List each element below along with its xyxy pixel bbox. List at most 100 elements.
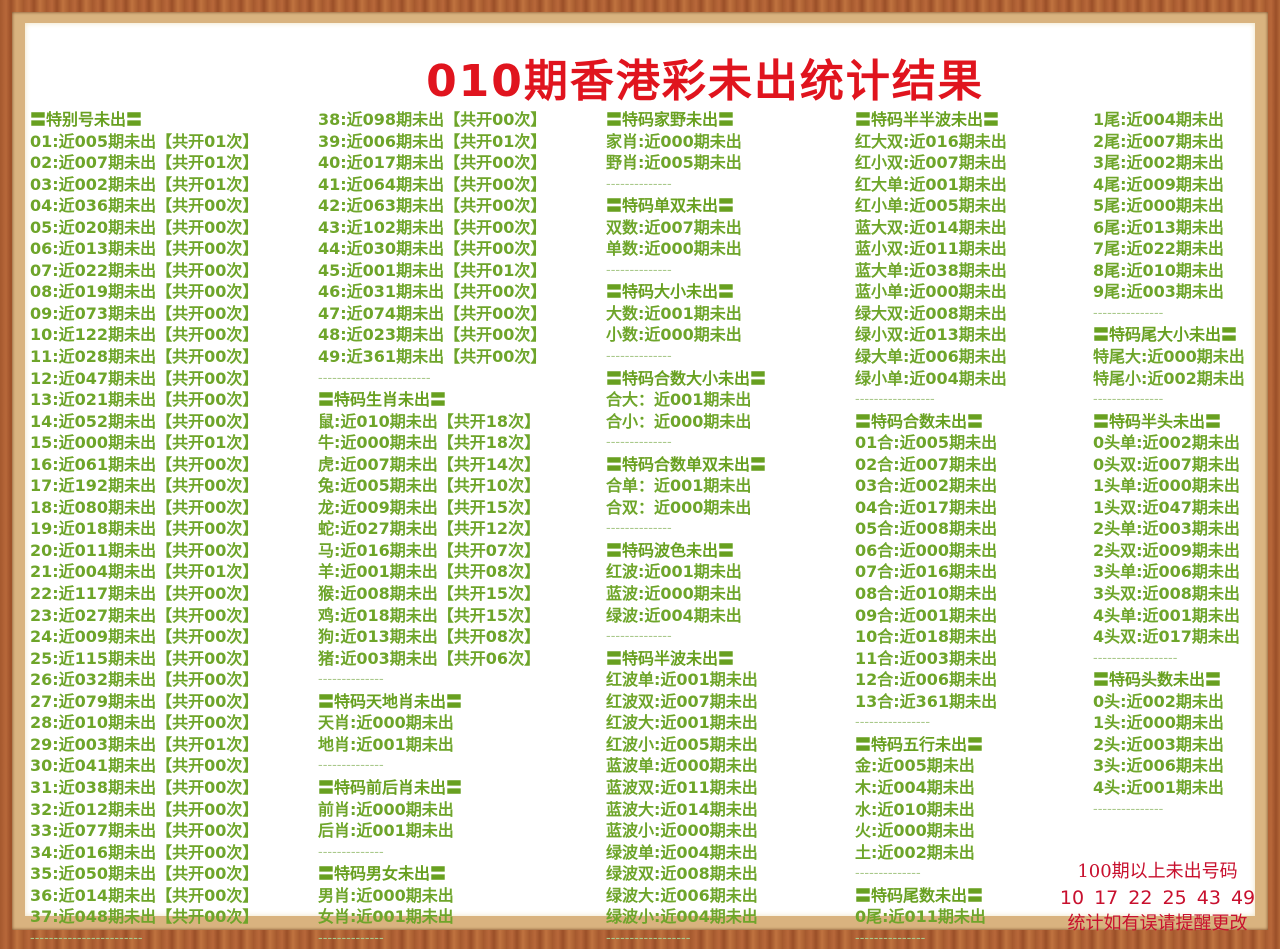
list-item: 绿波:近004期未出 [606, 605, 742, 625]
list-item: 12合:近006期未出 [855, 670, 998, 690]
list-item: 46:近031期未出【共开00次】 [318, 282, 547, 302]
list-item: 38:近098期未出【共开00次】 [318, 110, 547, 129]
list-item: 37:近048期未出【共开00次】 [30, 907, 259, 927]
list-item: 绿波单:近004期未出 [606, 842, 758, 862]
list-item: 10合:近018期未出 [855, 627, 998, 647]
list-item: 虎:近007期未出【共开14次】 [318, 454, 541, 474]
list-item: 36:近014期未出【共开00次】 [30, 885, 259, 905]
list-item: 11:近028期未出【共开00次】 [30, 347, 259, 367]
list-item: 22:近117期未出【共开00次】 [30, 584, 259, 604]
list-item: 3尾:近002期未出 [1093, 153, 1224, 173]
list-item: 31:近038期未出【共开00次】 [30, 777, 259, 797]
list-item: 蓝波小:近000期未出 [606, 821, 758, 841]
list-item: 猴:近008期未出【共开15次】 [318, 584, 541, 604]
list-item: 18:近080期未出【共开00次】 [30, 497, 259, 517]
list-item: 08:近019期未出【共开00次】 [30, 282, 259, 302]
list-item: 红大单:近001期未出 [855, 174, 1007, 194]
section-header: 〓特码生肖未出〓 [318, 390, 447, 410]
divider: ------------------ [606, 930, 691, 946]
list-item: 野肖:近005期未出 [606, 153, 742, 173]
list-item: 红小单:近005期未出 [855, 196, 1007, 216]
list-item: 单数:近000期未出 [606, 239, 742, 259]
stats-column-5: 1尾:近004期未出 2尾:近007期未出 3尾:近002期未出 4尾:近009期未出… [1093, 109, 1245, 820]
list-item: 绿波小:近004期未出 [606, 907, 758, 927]
list-item: 03合:近002期未出 [855, 476, 998, 496]
list-item: 07合:近016期未出 [855, 562, 998, 582]
list-item: 0头单:近002期未出 [1093, 433, 1240, 453]
section-header: 〓特码五行未出〓 [855, 734, 984, 754]
list-item: 天肖:近000期未出 [318, 713, 454, 733]
list-item: 3头单:近006期未出 [1093, 562, 1240, 582]
list-item: 3头:近006期未出 [1093, 756, 1224, 776]
list-item: 05合:近008期未出 [855, 519, 998, 539]
list-item: 红波单:近001期未出 [606, 670, 758, 690]
list-item: 绿波大:近006期未出 [606, 885, 758, 905]
list-item: 兔:近005期未出【共开10次】 [318, 476, 541, 496]
list-item: 02:近007期未出【共开01次】 [30, 153, 259, 173]
list-item: 家肖:近000期未出 [606, 131, 742, 151]
list-item: 红波:近001期未出 [606, 562, 742, 582]
divider: -------------- [606, 521, 672, 537]
list-item: 02合:近007期未出 [855, 454, 998, 474]
divider: -------------- [318, 758, 384, 774]
list-item: 羊:近001期未出【共开08次】 [318, 562, 541, 582]
list-item: 40:近017期未出【共开00次】 [318, 153, 547, 173]
divider: --------------- [1093, 305, 1164, 321]
list-item: 绿小双:近013期未出 [855, 325, 1007, 345]
list-item: 25:近115期未出【共开00次】 [30, 648, 259, 668]
section-header: 〓特码头数未出〓 [1093, 670, 1222, 690]
list-item: 2头单:近003期未出 [1093, 519, 1240, 539]
list-item: 绿大双:近008期未出 [855, 303, 1007, 323]
list-item: 绿小单:近004期未出 [855, 368, 1007, 388]
list-item: 2头双:近009期未出 [1093, 540, 1240, 560]
list-item: 女肖:近001期未出 [318, 907, 454, 927]
list-item: 13合:近361期未出 [855, 691, 998, 711]
list-item: 39:近006期未出【共开01次】 [318, 131, 547, 151]
list-item: 30:近041期未出【共开00次】 [30, 756, 259, 776]
list-item: 蓝大单:近038期未出 [855, 260, 1007, 280]
list-item: 蓝波单:近000期未出 [606, 756, 758, 776]
list-item: 绿波双:近008期未出 [606, 864, 758, 884]
footer-numbers: 10 17 22 25 43 49 [1059, 887, 1256, 909]
list-item: 24:近009期未出【共开00次】 [30, 627, 259, 647]
list-item: 红小双:近007期未出 [855, 153, 1007, 173]
list-item: 0头双:近007期未出 [1093, 454, 1240, 474]
list-item: 蓝小单:近000期未出 [855, 282, 1007, 302]
list-item: 红波小:近005期未出 [606, 734, 758, 754]
list-item: 大数:近001期未出 [606, 303, 742, 323]
section-header: 〓特码天地肖未出〓 [318, 691, 463, 711]
section-header: 〓特码大小未出〓 [606, 282, 735, 302]
list-item: 09合:近001期未出 [855, 605, 998, 625]
list-item: 鸡:近018期未出【共开15次】 [318, 605, 541, 625]
divider: -------------- [606, 435, 672, 451]
list-item: 04:近036期未出【共开00次】 [30, 196, 259, 216]
list-item: 11合:近003期未出 [855, 648, 998, 668]
divider: -------------- [318, 844, 384, 860]
list-item: 红波双:近007期未出 [606, 691, 758, 711]
list-item: 29:近003期未出【共开01次】 [30, 734, 259, 754]
list-item: 41:近064期未出【共开00次】 [318, 174, 547, 194]
section-header: 〓特码波色未出〓 [606, 540, 735, 560]
list-item: 2头:近003期未出 [1093, 734, 1224, 754]
list-item: 47:近074期未出【共开00次】 [318, 303, 547, 323]
list-item: 48:近023期未出【共开00次】 [318, 325, 547, 345]
list-item: 12:近047期未出【共开00次】 [30, 368, 259, 388]
list-item: 44:近030期未出【共开00次】 [318, 239, 547, 259]
list-item: 2尾:近007期未出 [1093, 131, 1224, 151]
list-item: 4尾:近009期未出 [1093, 174, 1224, 194]
footer-disclaimer: 统计如有误请提醒更改 [1067, 913, 1248, 934]
list-item: 20:近011期未出【共开00次】 [30, 540, 259, 560]
divider: -------------- [318, 672, 384, 688]
list-item: 10:近122期未出【共开00次】 [30, 325, 259, 345]
list-item: 1头单:近000期未出 [1093, 476, 1240, 496]
divider: ------------------------ [30, 930, 143, 946]
list-item: 特尾小:近002期未出 [1093, 368, 1245, 388]
stats-column-3: 〓特码家野未出〓 家肖:近000期未出 野肖:近005期未出 ------------… [606, 109, 766, 949]
list-item: 蓝小双:近011期未出 [855, 239, 1007, 259]
list-item: 猪:近003期未出【共开06次】 [318, 648, 541, 668]
list-item: 21:近004期未出【共开01次】 [30, 562, 259, 582]
list-item: 0头:近002期未出 [1093, 691, 1224, 711]
section-header: 〓特码合数单双未出〓 [606, 454, 767, 474]
divider: ---------------- [855, 715, 931, 731]
divider: --------------- [1093, 801, 1164, 817]
